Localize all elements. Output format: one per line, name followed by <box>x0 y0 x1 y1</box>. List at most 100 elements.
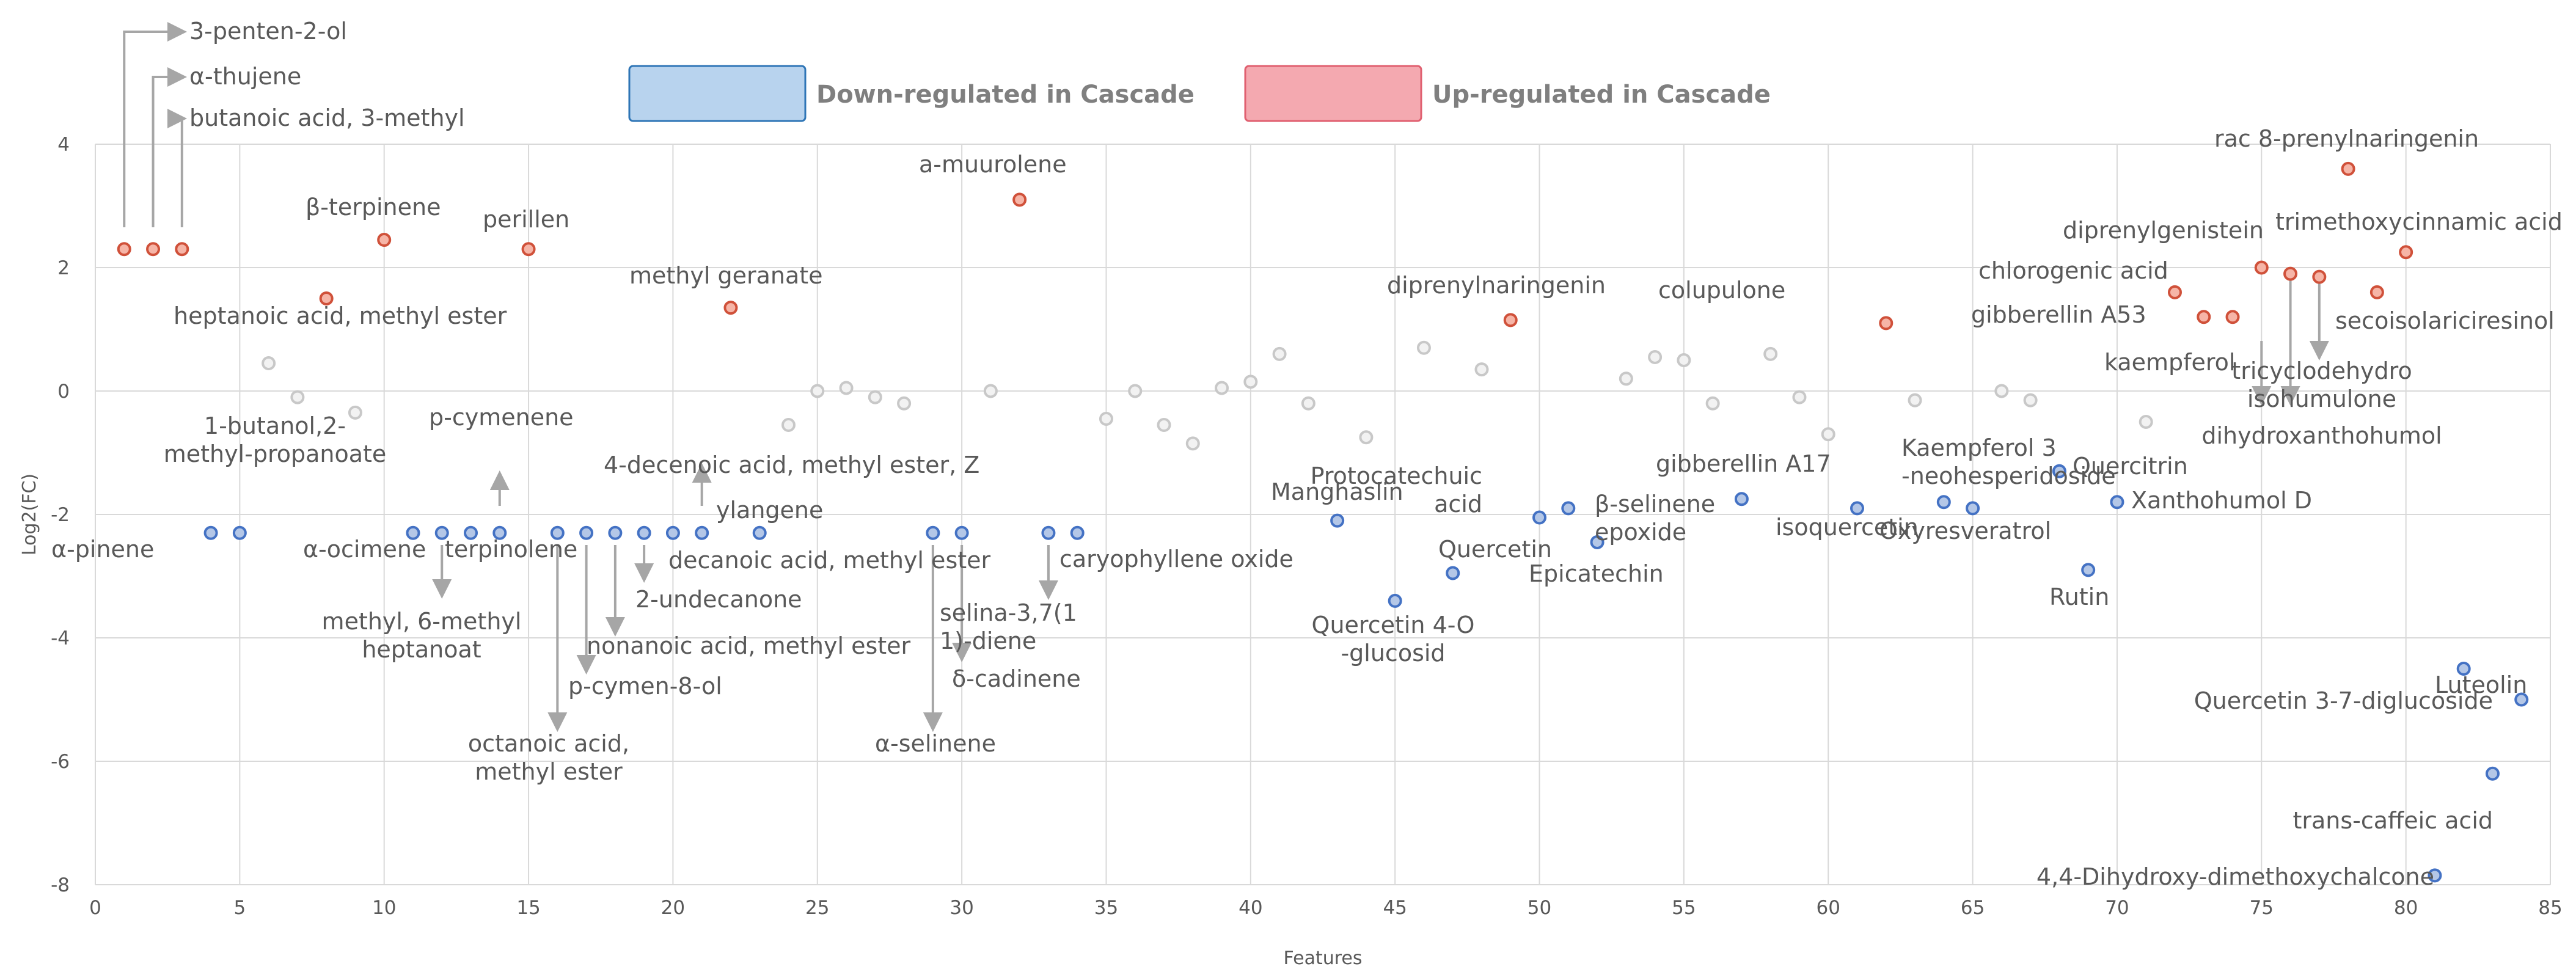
ns-point <box>1763 346 1778 361</box>
point-label: trimethoxycinnamic acid <box>2275 208 2563 235</box>
down-point <box>406 525 420 540</box>
y-tick-label: -6 <box>51 751 70 773</box>
point-label-line: methyl-propanoate <box>164 441 387 467</box>
ns-point <box>1359 430 1374 445</box>
point-label: methyl geranate <box>629 262 823 289</box>
point-label: Oxyresveratrol <box>1879 517 2051 544</box>
down-point <box>1590 535 1605 549</box>
point-label: selina-3,7(1 1)-diene <box>940 599 1077 654</box>
ns-point <box>1157 418 1171 433</box>
down-point <box>1966 501 1980 516</box>
down-point <box>1561 501 1576 516</box>
point-label-line: octanoic acid, <box>468 730 629 757</box>
point-label: rac 8-prenylnaringenin <box>2214 125 2479 152</box>
point-label-line: isohumulone <box>2247 386 2396 412</box>
legend-label-down: Down-regulated in Cascade <box>816 81 1195 109</box>
ns-point <box>1185 436 1200 451</box>
point-label: diprenylgenistein <box>2063 217 2264 244</box>
up-point <box>2312 269 2327 284</box>
ns-point <box>1821 427 1835 442</box>
down-point <box>1330 513 1345 528</box>
ns-point <box>348 405 362 420</box>
gridlines <box>95 144 2551 885</box>
point-label: Protocatechuic acid <box>1311 463 1482 517</box>
x-tick-label: 0 <box>89 897 101 919</box>
point-label: α-ocimene <box>303 536 426 563</box>
x-tick-label: 20 <box>661 897 685 919</box>
point-label: 1-butanol,2-methyl-propanoate <box>164 412 387 467</box>
down-point <box>1070 525 1085 540</box>
down-point <box>1936 495 1951 510</box>
point-label: 3-penten-2-ol <box>189 18 347 45</box>
up-point <box>2399 245 2413 260</box>
ns-point <box>983 384 998 398</box>
ns-point <box>1619 371 1633 386</box>
ns-point <box>1792 390 1807 404</box>
ns-point <box>839 381 854 395</box>
point-label: diprenylnaringenin <box>1387 272 1606 299</box>
point-label: a-muurolene <box>919 151 1067 178</box>
point-label: butanoic acid, 3-methyl <box>189 104 465 131</box>
x-tick-label: 25 <box>805 897 829 919</box>
y-tick-label: 4 <box>57 134 70 156</box>
x-tick-label: 75 <box>2250 897 2274 919</box>
x-tick-label: 85 <box>2538 897 2562 919</box>
point-label: 2-undecanone <box>635 586 802 613</box>
down-point <box>2081 563 2096 577</box>
up-point <box>2341 161 2355 176</box>
point-label: Quercetin <box>1438 536 1552 563</box>
ns-point <box>1243 375 1258 389</box>
x-tick-label: 15 <box>516 897 540 919</box>
legend-item-down: Down-regulated in Cascade <box>628 65 1195 122</box>
up-point <box>1012 192 1027 207</box>
up-point <box>2283 266 2298 281</box>
ns-point <box>1215 381 1229 395</box>
point-label: β-terpinene <box>306 194 441 221</box>
annotation-arrows <box>123 22 2329 732</box>
point-label: gibberellin A53 <box>1971 301 2146 328</box>
down-point <box>752 525 767 540</box>
up-point <box>2369 285 2384 299</box>
legend-label-up: Up-regulated in Cascade <box>1432 81 1771 109</box>
point-label: kaempferol <box>2104 349 2236 376</box>
ns-point <box>1301 396 1315 411</box>
up-point <box>1503 313 1518 327</box>
point-label: α-selinene <box>875 730 996 757</box>
point-label-line: selina-3,7(1 <box>940 599 1077 626</box>
ns-point <box>1908 393 1922 408</box>
x-tick-label: 30 <box>950 897 973 919</box>
point-label: terpinolene <box>445 536 577 563</box>
point-label: Manghaslin <box>1271 478 1403 505</box>
down-point <box>695 525 709 540</box>
point-label: chlorogenic acid <box>1978 257 2168 284</box>
down-point <box>1446 566 1460 580</box>
down-point <box>492 525 507 540</box>
x-tick-label: 65 <box>1961 897 1985 919</box>
point-label: Quercetin 4-O -glucosid <box>1312 612 1475 667</box>
down-point <box>1388 593 1402 608</box>
x-tick-label: 5 <box>233 897 246 919</box>
x-axis-title: Features <box>1284 948 1363 969</box>
point-label: Kaempferol 3 -neohesperidoside <box>1901 434 2116 489</box>
ns-point <box>868 390 882 404</box>
point-label-line: -glucosid <box>1341 640 1445 667</box>
down-point <box>608 525 623 540</box>
point-label: Quercitrin <box>2073 453 2188 480</box>
up-point <box>146 242 161 257</box>
x-tick-label: 50 <box>1528 897 1551 919</box>
point-label: Epicatechin <box>1529 560 1664 587</box>
y-tick-label: 2 <box>57 257 70 279</box>
ns-point <box>1416 340 1431 355</box>
ns-point <box>1099 411 1113 426</box>
ns-point <box>290 390 305 404</box>
down-point <box>2514 692 2529 707</box>
legend-swatch-up <box>1244 65 1422 122</box>
point-label-line: 1-butanol,2- <box>204 412 346 439</box>
up-point <box>319 291 334 305</box>
point-labels: 3-penten-2-ol α-thujene butanoic acid, 3-m… <box>51 18 2563 890</box>
ns-point <box>1705 396 1720 411</box>
down-point <box>2052 464 2066 478</box>
point-label: gibberellin A17 <box>1656 450 1831 477</box>
up-point <box>723 301 738 315</box>
